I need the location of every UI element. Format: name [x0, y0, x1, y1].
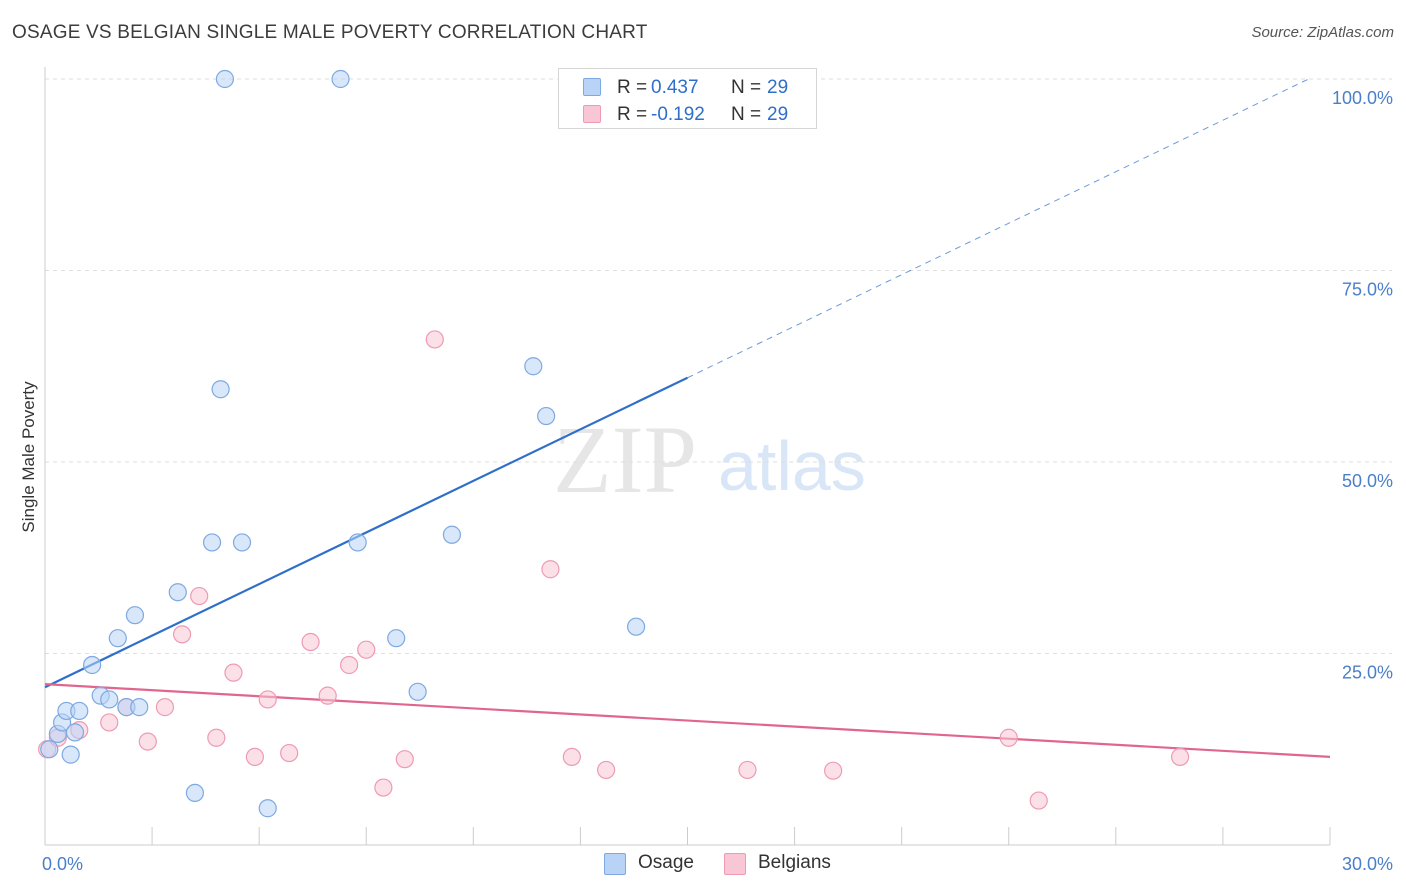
legend-r-value: 0.437	[651, 77, 699, 98]
osage-point	[40, 740, 59, 759]
x-tick-label: 0.0%	[42, 854, 83, 874]
bottom-legend-swatch-belgians	[724, 853, 746, 875]
osage-point	[130, 698, 149, 717]
legend-n-value: 29	[767, 104, 789, 125]
belgians-point	[155, 698, 175, 717]
chart-title: OSAGE VS BELGIAN SINGLE MALE POVERTY COR…	[12, 22, 648, 43]
osage-point	[83, 655, 102, 675]
belgians-point	[562, 747, 581, 767]
osage-point	[211, 380, 230, 399]
y-axis-label: Single Male Poverty	[19, 381, 38, 533]
osage-point	[185, 783, 205, 803]
belgians-point	[738, 760, 757, 780]
osage-point	[100, 690, 119, 709]
legend-swatch-belgians	[583, 105, 601, 123]
legend-n-label: N =	[731, 77, 762, 98]
legend-r-label: R =	[617, 77, 648, 98]
data-points	[38, 69, 1190, 818]
osage-point	[61, 745, 80, 764]
osage-point	[331, 69, 350, 89]
osage-point	[408, 682, 427, 701]
legend-n-label: N =	[731, 104, 762, 125]
belgians-point	[1029, 791, 1048, 810]
osage-point	[125, 606, 145, 625]
osage-point	[65, 723, 85, 742]
watermark-atlas: atlas	[718, 427, 866, 505]
osage-point	[108, 629, 127, 648]
belgians-point	[190, 586, 209, 606]
osage-point	[168, 583, 187, 602]
belgians-point	[138, 732, 157, 751]
bottom-legend-label-osage: Osage	[638, 852, 694, 873]
belgians-point	[258, 690, 277, 709]
legend-r-label: R =	[617, 104, 648, 125]
legend-r-value: -0.192	[651, 104, 705, 125]
osage-point	[626, 617, 646, 636]
osage-trend-extension	[687, 78, 1309, 379]
belgians-point	[280, 743, 299, 763]
belgians-point	[207, 728, 226, 747]
belgians-point	[318, 686, 337, 705]
osage-point	[387, 629, 406, 648]
belgians-point	[374, 778, 393, 797]
bottom-legend-label-belgians: Belgians	[758, 852, 831, 873]
osage-point	[70, 701, 89, 721]
belgians-point	[824, 761, 843, 780]
belgians-point	[597, 760, 616, 780]
belgians-point	[395, 750, 414, 769]
belgians-point	[357, 640, 376, 659]
belgians-point	[100, 713, 119, 732]
osage-point	[537, 406, 556, 426]
belgians-point	[425, 330, 444, 349]
y-tick-label: 25.0%	[1342, 663, 1393, 683]
belgians-point	[541, 560, 560, 579]
belgians-trend-line	[44, 683, 1331, 759]
belgians-point	[1170, 747, 1190, 767]
legend-swatch-osage	[583, 78, 601, 96]
source-label: Source: ZipAtlas.com	[1251, 24, 1394, 41]
watermark-zip: ZIP	[553, 406, 697, 513]
osage-point	[524, 357, 543, 376]
osage-point	[232, 533, 252, 552]
osage-point	[258, 799, 277, 818]
tick-labels: 25.0% 50.0% 75.0% 100.0% 0.0% 30.0%	[42, 88, 1393, 874]
belgians-point	[224, 663, 243, 682]
osage-point	[215, 69, 234, 89]
osage-point	[442, 525, 462, 544]
belgians-point	[340, 655, 359, 675]
y-tick-label: 100.0%	[1332, 88, 1393, 108]
belgians-point	[301, 632, 320, 652]
osage-point	[348, 533, 367, 552]
trend-lines	[44, 78, 1331, 759]
y-tick-label: 75.0%	[1342, 280, 1393, 300]
osage-trend-line	[44, 376, 688, 689]
x-tick-label: 30.0%	[1342, 854, 1393, 874]
bottom-legend-swatch-osage	[604, 853, 626, 875]
legend-n-value: 29	[767, 77, 789, 98]
axes	[44, 67, 1331, 846]
grid	[45, 78, 1392, 654]
belgians-point	[999, 728, 1018, 747]
osage-point	[202, 533, 222, 552]
belgians-point	[245, 747, 264, 767]
legend: R = 0.437 N = 29 R = -0.192 N = 29	[558, 68, 817, 129]
y-tick-label: 50.0%	[1342, 471, 1393, 491]
belgians-point	[172, 625, 192, 644]
